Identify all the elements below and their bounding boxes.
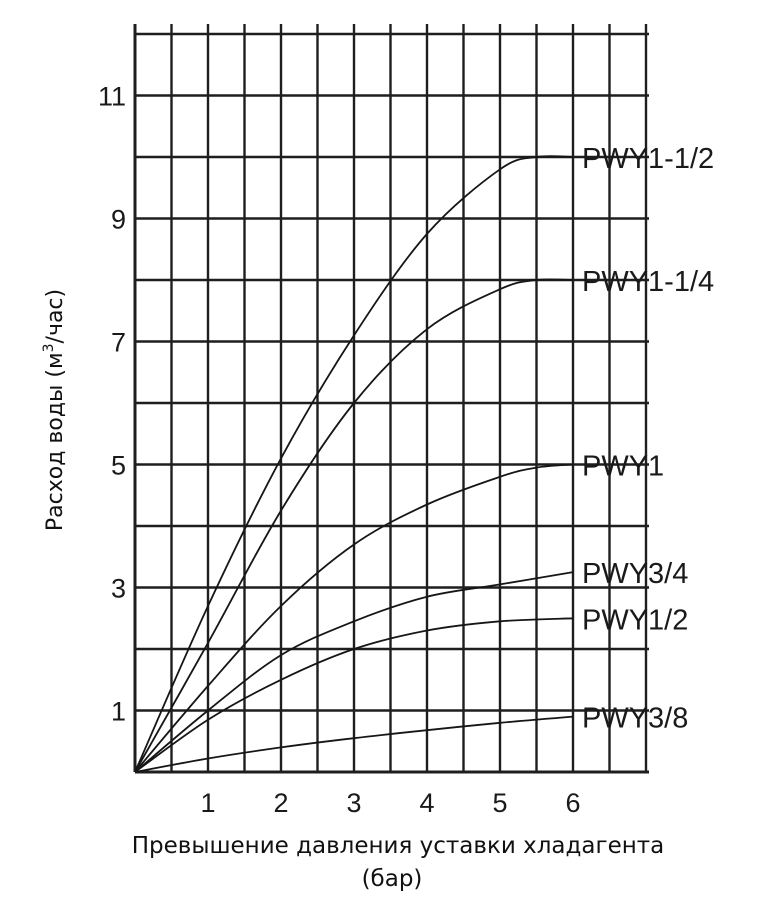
y-tick-label: 5	[111, 451, 126, 481]
y-axis-title-unit: /час)	[43, 289, 68, 344]
series-line-3	[134, 463, 574, 773]
x-tick-label: 3	[346, 788, 361, 818]
x-tick-label: 1	[200, 788, 215, 818]
series-label: PWY1	[582, 451, 664, 483]
grid	[133, 24, 649, 774]
x-tick-labels: 1 2 3 4 5 6	[200, 788, 580, 818]
series-line-4	[134, 571, 574, 773]
series-label: PWY3/4	[582, 558, 688, 590]
y-tick-label: 11	[98, 82, 126, 112]
series-label: PWY1/2	[582, 604, 688, 636]
x-tick-label: 5	[492, 788, 507, 818]
y-axis-title: Расход воды (м3/час)	[41, 289, 68, 531]
x-tick-label: 4	[419, 788, 434, 818]
series-curves	[134, 155, 574, 773]
y-tick-labels: 1 3 5 7 9 11	[98, 82, 126, 727]
x-axis-title-unit: (бар)	[362, 866, 423, 892]
y-tick-label: 9	[111, 205, 126, 235]
y-tick-label: 7	[111, 328, 126, 358]
y-tick-label: 1	[111, 697, 126, 727]
series-label: PWY1-1/4	[582, 266, 714, 298]
series-line-2	[134, 278, 574, 773]
series-line-5	[134, 617, 574, 773]
y-tick-label: 3	[111, 574, 126, 604]
series-line-1	[134, 155, 574, 773]
series-label: PWY3/8	[582, 703, 688, 735]
series-label: PWY1-1/2	[582, 143, 714, 175]
y-axis-title-sup: 3	[41, 343, 57, 352]
x-tick-label: 2	[273, 788, 288, 818]
x-axis-title: Превышение давления уставки хладагента	[132, 833, 665, 859]
y-axis-title-text: Расход воды (м	[43, 352, 68, 531]
x-tick-label: 6	[565, 788, 580, 818]
series-labels: PWY1-1/2 PWY1-1/4 PWY1 PWY3/4 PWY1/2 PWY3/8	[582, 143, 714, 735]
series-line-6	[134, 715, 574, 773]
